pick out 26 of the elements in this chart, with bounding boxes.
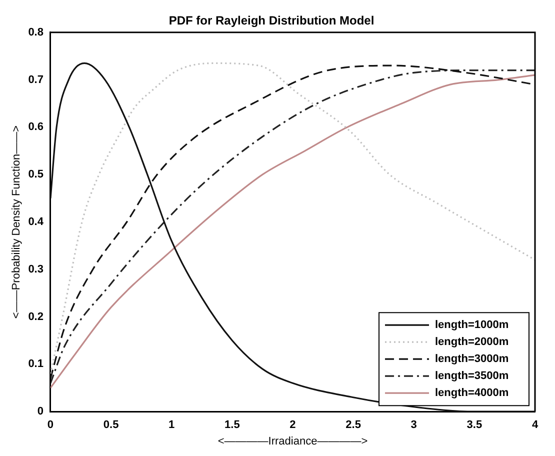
chart-title: PDF for Rayleigh Distribution Model [168, 14, 374, 28]
x-axis-title: <————Irradiance————> [218, 435, 368, 448]
x-tick-label: 3.5 [466, 419, 482, 432]
x-tick-label: 2.5 [346, 419, 361, 432]
x-tick-label: 4 [532, 419, 539, 432]
y-tick-label: 0.6 [28, 121, 44, 134]
y-axis-title: <——Probability Density Function——> [10, 125, 23, 319]
y-tick-label: 0.1 [28, 358, 44, 370]
x-tick-label: 1 [168, 419, 175, 432]
y-tick-label: 0 [37, 406, 44, 418]
y-tick-label: 0.2 [28, 310, 44, 323]
x-tick-label: 1.5 [224, 419, 240, 432]
legend-label: length=2000m [435, 336, 509, 348]
legend-label: length=3500m [435, 370, 509, 382]
legend-label: length=4000m [435, 387, 509, 400]
x-tick-label: 2 [290, 419, 296, 432]
x-tick-label: 0.5 [103, 419, 119, 432]
x-tick-label: 3 [410, 419, 417, 432]
y-tick-label: 0.4 [28, 216, 44, 228]
legend-label: length=3000m [435, 353, 509, 366]
y-tick-label: 0.7 [28, 74, 44, 86]
legend-label: length=1000m [435, 319, 509, 332]
x-tick-label: 0 [47, 419, 54, 432]
y-tick-label: 0.3 [28, 263, 44, 276]
y-tick-label: 0.5 [28, 168, 44, 181]
y-tick-label: 0.8 [28, 26, 44, 38]
